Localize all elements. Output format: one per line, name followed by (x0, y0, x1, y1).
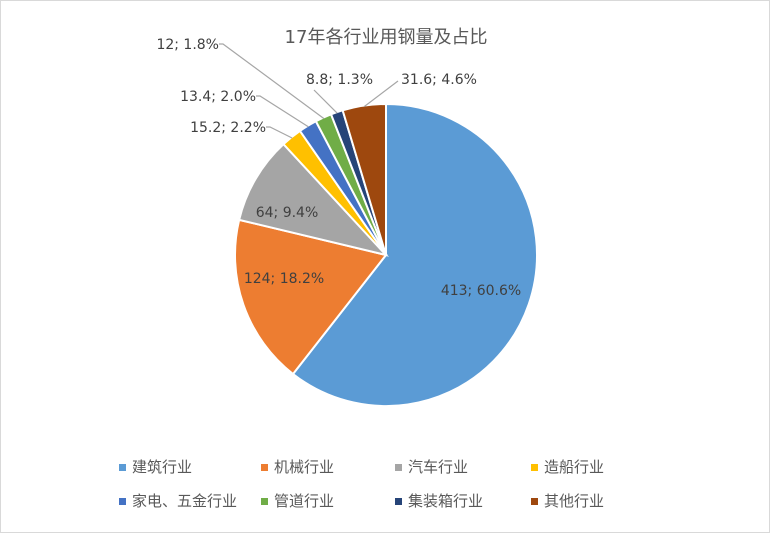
leader-line-5 (256, 95, 309, 128)
data-label-3: 64; 9.4% (256, 205, 319, 221)
legend-label-5: 家电、五金行业 (132, 492, 237, 510)
leader-line-4 (266, 126, 293, 139)
pie-slice-1 (291, 102, 538, 407)
legend-swatch-3 (395, 464, 402, 471)
data-label-5: 13.4; 2.0% (180, 89, 256, 105)
data-label-2: 124; 18.2% (244, 271, 324, 287)
legend-label-1: 建筑行业 (132, 458, 192, 476)
legend-label-4: 造船行业 (544, 458, 604, 476)
data-label-4: 15.2; 2.2% (190, 120, 266, 136)
legend-label-6: 管道行业 (274, 492, 334, 510)
data-label-1: 413; 60.6% (441, 283, 521, 299)
leader-line-6 (219, 43, 325, 119)
legend-label-2: 机械行业 (274, 458, 334, 476)
data-label-6: 12; 1.8% (156, 37, 219, 53)
leader-line-7 (313, 89, 338, 114)
pie-slice-8 (341, 102, 387, 256)
legend-swatch-7 (395, 498, 402, 505)
legend-swatch-6 (261, 498, 268, 505)
pie-slices (234, 102, 538, 407)
data-label-7: 8.8; 1.3% (306, 72, 373, 88)
leader-line-8 (363, 80, 399, 108)
leader-lines (219, 43, 399, 139)
data-labels: 413; 60.6% 124; 18.2% 64; 9.4% 15.2; 2.2% 13… (156, 37, 521, 299)
legend-label-3: 汽车行业 (408, 458, 468, 476)
data-label-8: 31.6; 4.6% (401, 72, 477, 88)
legend-swatch-4 (531, 464, 538, 471)
legend-swatch-2 (261, 464, 268, 471)
pie-slice-2 (234, 218, 388, 376)
legend-label-7: 集装箱行业 (408, 492, 483, 510)
legend-swatch-5 (119, 498, 126, 505)
legend-swatch-1 (119, 464, 126, 471)
pie-slice-3 (237, 142, 389, 257)
chart-title: 17年各行业用钢量及占比 (285, 27, 488, 48)
legend-swatch-8 (531, 498, 538, 505)
legend-label-8: 其他行业 (544, 492, 604, 510)
